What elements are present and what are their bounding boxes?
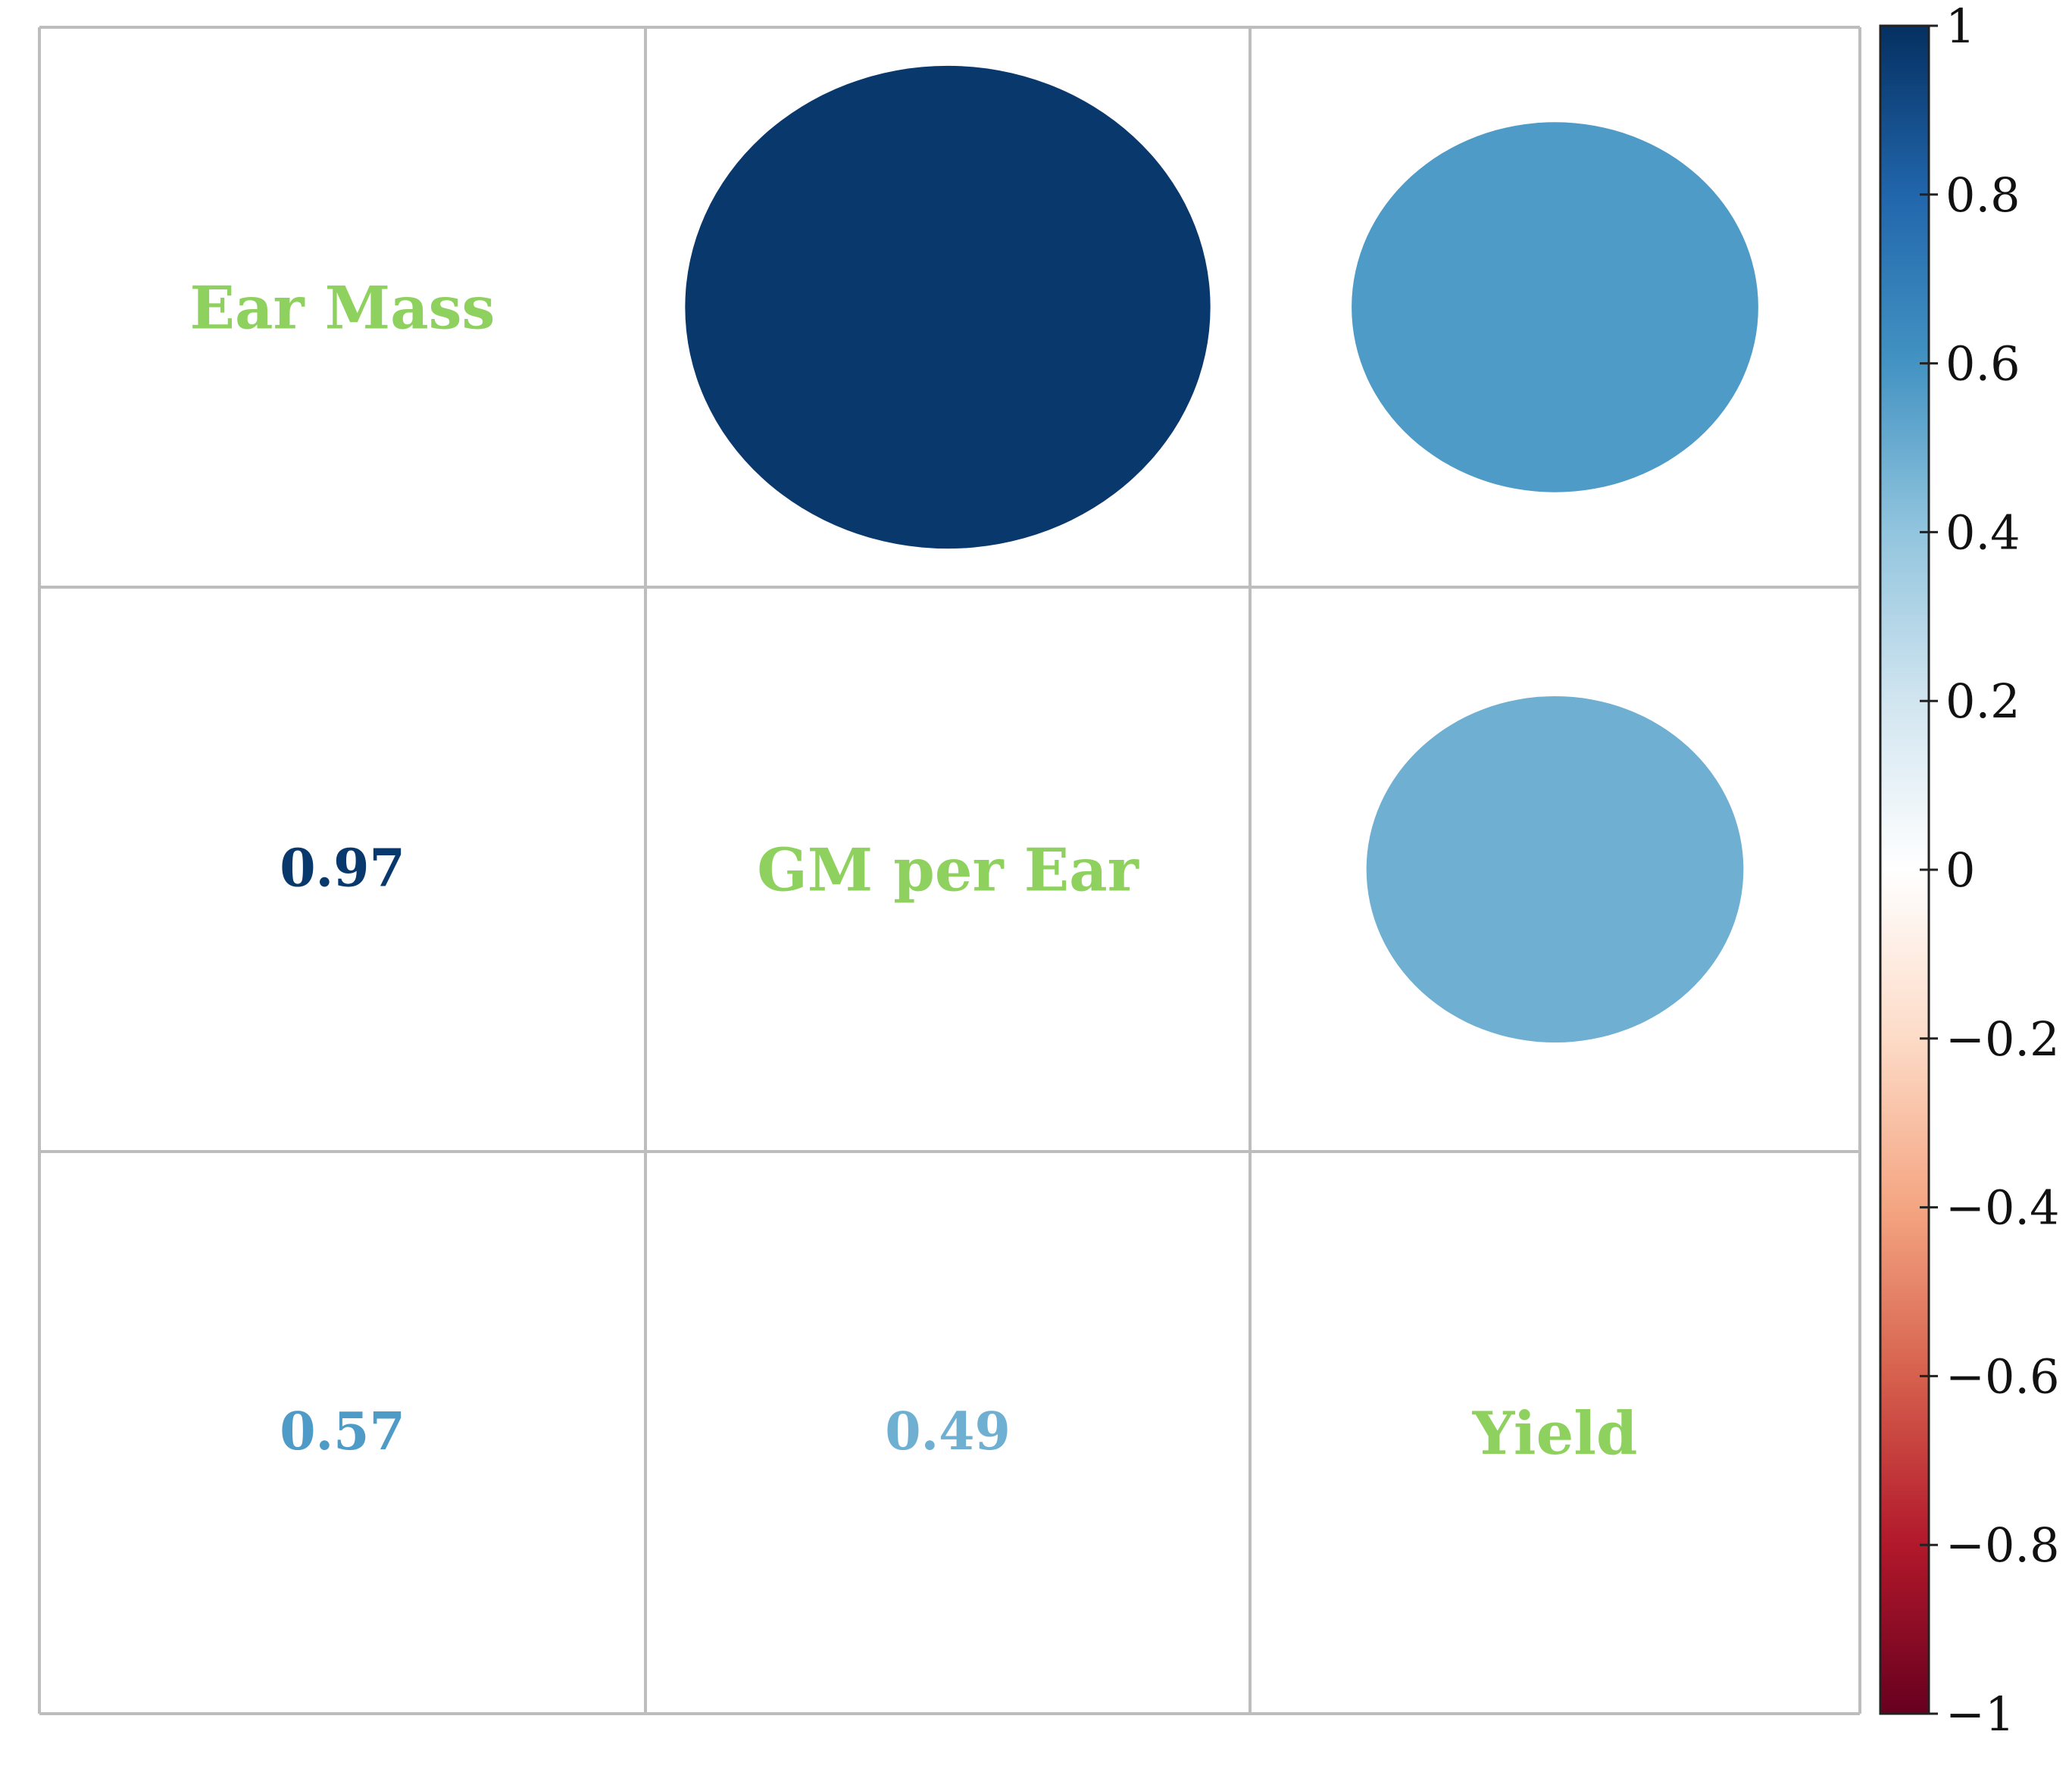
correlation-circle-ear-mass-yield xyxy=(1352,122,1758,492)
matrix-grid xyxy=(38,26,1861,1715)
color-scale-tick-label: 0.4 xyxy=(1945,505,2020,560)
color-scale-tick-label: −1 xyxy=(1945,1686,2014,1742)
color-scale-tick-label: 0.6 xyxy=(1945,336,2020,392)
variable-label-yield: Yield xyxy=(1472,1399,1638,1468)
color-scale-tick-label: −0.4 xyxy=(1945,1180,2060,1236)
color-scale-tick-label: −0.6 xyxy=(1945,1349,2060,1404)
correlation-circle-ear-mass-gm-per-ear xyxy=(685,65,1211,549)
color-scale-tick-label: 0 xyxy=(1945,842,1975,898)
variable-label-ear-mass: Ear Mass xyxy=(190,274,495,343)
color-scale-tick-label: 0.2 xyxy=(1945,674,2020,729)
coefficient-label-yield-gm-per-ear: 0.49 xyxy=(885,1402,1011,1462)
color-scale-tick-label: −0.2 xyxy=(1945,1011,2060,1067)
coefficient-label-yield-ear-mass: 0.57 xyxy=(280,1402,405,1462)
color-scale-legend: 1 0.8 0.6 0.4 0.2 0 −0.2 −0.4 −0.6 −0.8 −1 xyxy=(1879,0,2060,1742)
color-scale-tick-label: 0.8 xyxy=(1945,167,2020,223)
matrix-cells: Ear Mass 0.97 GM per Ear 0.57 0.49 Yield xyxy=(190,65,1758,1468)
variable-label-gm-per-ear: GM per Ear xyxy=(757,836,1139,905)
color-scale-tick-label: −0.8 xyxy=(1945,1517,2060,1573)
color-scale-tick-label: 1 xyxy=(1945,0,1975,54)
correlation-circle-gm-per-ear-yield xyxy=(1366,695,1744,1043)
coefficient-label-gm-per-ear-ear-mass: 0.97 xyxy=(280,839,405,899)
